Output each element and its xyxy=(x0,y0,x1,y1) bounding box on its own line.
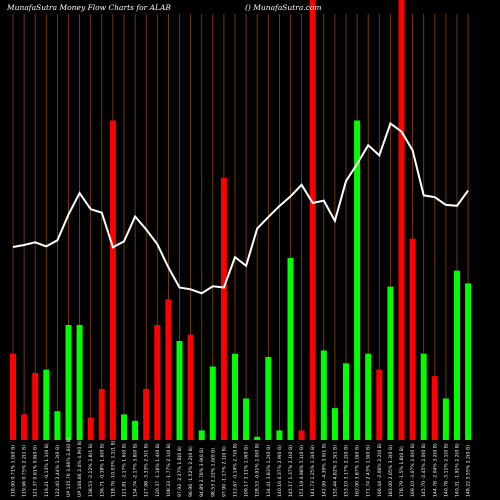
price-line xyxy=(12,121,469,295)
x-tick-label: 136.71 -0.38% 1.6(0 B) xyxy=(99,443,105,497)
volume-bar xyxy=(121,414,127,440)
x-tick-label: 171.74 2.43% 1.9(0 B) xyxy=(366,445,372,497)
x-tick-label: 118.90 0.71% 1.0(0 B) xyxy=(11,445,17,497)
volume-bar xyxy=(32,372,39,440)
volume-bar xyxy=(387,286,394,440)
volume-bar xyxy=(176,341,183,440)
x-tick-label: 138.53 -2.12% 2.8(1 B) xyxy=(88,443,94,497)
x-tick-label: 151.19 4.98% 5.1(0 B) xyxy=(299,445,305,497)
volume-bar xyxy=(276,430,283,440)
x-tick-label: 119.21 -0.13% 1.1(0 B) xyxy=(44,443,50,497)
x-tick-label: 98.53 2.22% 1.6(0 B) xyxy=(210,448,216,497)
x-tick-label: 94.89 2.78% 3.9(0 B) xyxy=(199,448,205,497)
x-tick-label: 120.37 -1.16% 1.4(0 B) xyxy=(155,443,161,497)
volume-bar xyxy=(65,325,72,440)
x-tick-label: 119.96 0.75% 2.2(1 B) xyxy=(22,445,28,497)
x-tick-label: 144.78 -2.04% 3.2(0 B) xyxy=(432,443,438,497)
volume-bar xyxy=(465,283,472,440)
x-tick-label: 141.73 1.25% 1.3(0 B) xyxy=(310,445,316,497)
x-tick-label: 134.74 -2.17% 3.8(0 B) xyxy=(133,443,139,497)
volume-bar xyxy=(165,299,172,440)
volume-bars xyxy=(10,0,472,441)
volume-bar xyxy=(442,398,449,440)
volume-bar xyxy=(265,356,272,440)
volume-bar xyxy=(254,436,261,440)
volume-bar xyxy=(232,353,238,440)
volume-bar xyxy=(376,369,383,440)
x-tick-label: 145.70 -2.45% 2.0(0 B) xyxy=(421,443,427,497)
volume-bar xyxy=(76,325,83,440)
x-tick-label: 121.81 -2.17% 1.6(0 B) xyxy=(122,443,128,497)
volume-bar xyxy=(431,376,438,440)
volume-bar xyxy=(132,420,139,440)
volume-bar xyxy=(143,388,150,440)
volume-bar xyxy=(398,0,405,440)
volume-bar xyxy=(10,353,16,440)
volume-bar xyxy=(354,120,361,440)
volume-bar xyxy=(198,430,205,440)
x-tick-label: 97.90 -1.17% 2.1(0 B) xyxy=(221,446,227,497)
volume-bar xyxy=(343,363,349,440)
volume-bar xyxy=(287,257,294,440)
x-tick-label: UP 146.86 2.4% 4.9(0 B) xyxy=(77,440,83,497)
x-tick-label: 140.78 -3.11% 2.1(0 B) xyxy=(443,443,449,497)
x-tick-label: 166.44 -2.06% 2.2(0 B) xyxy=(377,443,383,497)
x-tick-label: 162.00 3.87% 1.0(0 B) xyxy=(355,445,361,497)
x-tick-label: 118.76 -10.03% 3.2(1 B) xyxy=(110,440,116,497)
volume-bar xyxy=(98,388,105,440)
chart-title: MunafaSutra Money Flow Charts for ALAB xyxy=(6,3,171,12)
volume-bar xyxy=(54,411,61,440)
x-tick-label: 183.00 2.05% 3.3(0 B) xyxy=(388,445,394,497)
volume-bar xyxy=(454,270,460,440)
volume-bar xyxy=(154,325,161,440)
x-tick-label: 178.79 -1.5% 1.8(0 B) xyxy=(399,446,405,497)
volume-bar xyxy=(331,408,338,441)
x-tick-label: 127.98 -3.33% 2.3(1 B) xyxy=(144,443,150,497)
x-tick-label: 140.16 4.37% 2.9(0 B) xyxy=(277,445,283,497)
volume-bar xyxy=(187,334,194,440)
volume-bar xyxy=(320,350,327,440)
x-tick-labels: 118.90 0.71% 1.0(0 B) 119.96 0.75% 2.2(1 … xyxy=(11,437,472,497)
x-tick-label: 122.40 2.44% 1.3(0 B) xyxy=(55,445,61,497)
volume-bar xyxy=(298,430,305,440)
volume-bar xyxy=(87,417,94,440)
x-tick-label: 145.17 1.37% 2.1(0 B) xyxy=(288,445,294,497)
x-tick-label: UP 135.76 3.66% 2.6(0 B) xyxy=(66,437,72,497)
x-tick-label: 134.41 3.83% 1.2(0 B) xyxy=(266,445,272,497)
x-tick-label: 109.17 3.11% 1.9(0 B) xyxy=(244,445,250,497)
volume-bar xyxy=(109,120,116,440)
x-tick-label: 142.99 -4.30% 3.0(1 B) xyxy=(321,443,327,497)
x-tick-label: 169.10 -3.07% 2.0(0 B) xyxy=(410,443,416,497)
volume-bar xyxy=(409,238,416,440)
volume-bar xyxy=(365,353,372,440)
x-tick-label: 148.22 3.55% 2.2(0 B) xyxy=(466,445,472,497)
volume-bar xyxy=(243,398,250,440)
x-tick-label: 96.96 -1.52% 2.2(0 B) xyxy=(188,446,194,497)
x-tick-label: 121.37 0.61% 0.8(0 B) xyxy=(33,445,39,497)
price-line-layer xyxy=(12,121,469,295)
volume-bar xyxy=(420,353,427,440)
volume-bar xyxy=(209,366,216,440)
volume-bar xyxy=(43,369,50,440)
chart-subtitle: () MunafaSutra.com xyxy=(245,3,322,12)
x-tick-label: 153.10 3.17% 2.2(0 B) xyxy=(344,445,350,497)
x-tick-label: 128.53 -0.91% 2.0(0 B) xyxy=(255,443,261,497)
x-tick-label: 108.33 -1.77% 2.1(0 B) xyxy=(166,443,172,497)
x-tick-label: 132.44 4.82% 2.3(1 B) xyxy=(332,445,338,497)
x-tick-label: 97.92 -2.37% 1.8(0 B) xyxy=(177,446,183,497)
x-tick-label: 113.67 -0.14% 2.7(0 B) xyxy=(233,443,239,497)
volume-bar xyxy=(220,178,227,440)
volume-bar xyxy=(21,414,28,440)
volume-bar xyxy=(309,0,316,440)
x-tick-label: 140.31 -1.91% 2.2(0 B) xyxy=(455,443,461,497)
